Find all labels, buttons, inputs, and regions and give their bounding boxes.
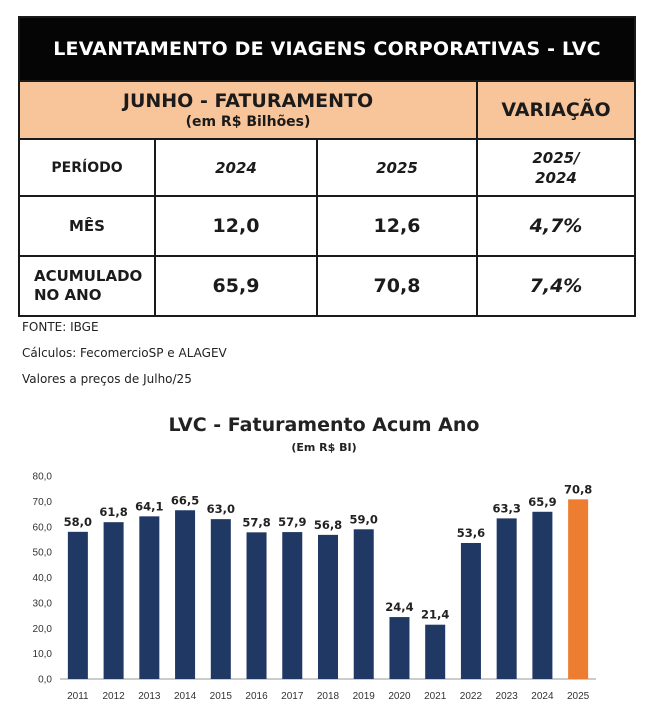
bar-2025 (568, 499, 589, 679)
bar-2024 (532, 511, 553, 679)
year-2025-label: 2025 (316, 140, 476, 195)
data-label-2011: 58,0 (64, 515, 92, 529)
x-tick-label-2015: 2015 (210, 691, 233, 702)
bar-2018 (317, 534, 339, 679)
data-label-2014: 66,5 (171, 493, 199, 507)
data-label-2020: 24,4 (385, 600, 413, 614)
y-tick-label: 10,0 (33, 649, 53, 660)
x-tick-label-2020: 2020 (388, 691, 411, 702)
x-tick-label-2024: 2024 (531, 691, 554, 702)
y-tick-label: 40,0 (33, 573, 53, 584)
x-tick-label-2019: 2019 (353, 691, 376, 702)
data-label-2013: 64,1 (135, 499, 163, 513)
x-tick-label-2012: 2012 (102, 691, 125, 702)
y-tick-label: 50,0 (33, 548, 53, 559)
x-tick-label-2017: 2017 (281, 691, 304, 702)
data-label-2016: 57,8 (242, 515, 270, 529)
notes: FONTE: IBGE Cálculos: FecomercioSP e ALA… (22, 314, 227, 392)
header-revenue-title: JUNHO - FATURAMENTO (122, 90, 374, 112)
y-tick-label: 80,0 (33, 472, 53, 483)
bar-2016 (246, 532, 267, 679)
data-label-2022: 53,6 (457, 526, 485, 540)
bar-2019 (353, 529, 374, 679)
x-tick-label-2018: 2018 (317, 691, 340, 702)
bar-2015 (210, 519, 231, 679)
note-source: FONTE: IBGE (22, 320, 99, 334)
accumulated-variation: 7,4% (476, 257, 634, 315)
y-tick-label: 20,0 (33, 624, 53, 635)
data-label-2017: 57,9 (278, 515, 306, 529)
data-label-2025: 70,8 (564, 482, 592, 496)
bar-2012 (103, 522, 124, 679)
chart-title: LVC - Faturamento Acum Ano (168, 414, 480, 436)
year-2024-label: 2024 (154, 140, 316, 195)
x-tick-label-2013: 2013 (138, 691, 161, 702)
data-label-2012: 61,8 (99, 505, 127, 519)
period-label: PERÍODO (51, 159, 123, 176)
bar-2014 (175, 510, 196, 679)
bar-2020 (389, 617, 410, 679)
data-label-2021: 21,4 (421, 608, 449, 622)
bar-2021 (425, 624, 446, 679)
y-tick-label: 70,0 (33, 497, 53, 508)
table-row-accumulated: ACUMULADO NO ANO 65,9 70,8 7,4% (20, 255, 634, 315)
y-tick-label: 60,0 (33, 522, 53, 533)
x-tick-label-2011: 2011 (67, 691, 89, 702)
x-tick-label-2025: 2025 (567, 691, 590, 702)
chart-subtitle: (Em R$ BI) (291, 441, 357, 454)
x-tick-label-2014: 2014 (174, 691, 197, 702)
note-prices: Valores a preços de Julho/25 (22, 372, 192, 386)
month-variation: 4,7% (476, 197, 634, 255)
bar-chart: 0,0 10,0 20,0 30,0 40,0 50,0 60,0 70,0 80,0 58,0 2… (33, 472, 596, 702)
data-label-2024: 65,9 (528, 495, 556, 509)
header-revenue-unit: (em R$ Bilhões) (185, 114, 311, 130)
note-calc: Cálculos: FecomercioSP e ALAGEV (22, 346, 227, 360)
accumulated-value-2024: 65,9 (154, 257, 316, 315)
y-tick-label: 30,0 (33, 598, 53, 609)
bar-2017 (282, 532, 303, 679)
bar-2023 (496, 518, 517, 679)
data-label-2018: 56,8 (314, 518, 342, 532)
header-variation: VARIAÇÃO (476, 82, 634, 138)
x-tick-label-2016: 2016 (245, 691, 268, 702)
variation-label-line1: 2025/ (532, 148, 580, 167)
table-title: LEVANTAMENTO DE VIAGENS CORPORATIVAS - L… (20, 18, 634, 80)
data-label-2023: 63,3 (492, 501, 520, 515)
row-label-accumulated: ACUMULADO NO ANO (20, 257, 154, 315)
table-header-row: JUNHO - FATURAMENTO (em R$ Bilhões) VARI… (20, 80, 634, 138)
month-value-2024: 12,0 (154, 197, 316, 255)
table-row-period: PERÍODO 2024 2025 2025/ 2024 (20, 138, 634, 195)
header-revenue-cell: JUNHO - FATURAMENTO (em R$ Bilhões) (20, 82, 476, 138)
variation-label-line2: 2024 (535, 168, 577, 187)
variation-period-label: 2025/ 2024 (476, 140, 634, 195)
data-label-2015: 63,0 (207, 502, 235, 516)
summary-table: LEVANTAMENTO DE VIAGENS CORPORATIVAS - L… (18, 16, 636, 317)
accumulated-value-2025: 70,8 (316, 257, 476, 315)
month-value-2025: 12,6 (316, 197, 476, 255)
data-label-2019: 59,0 (350, 512, 378, 526)
accumulated-label-line2: NO ANO (34, 286, 102, 304)
table-row-month: MÊS 12,0 12,6 4,7% (20, 195, 634, 255)
bar-2022 (460, 542, 481, 679)
y-tick-label: 0,0 (38, 675, 52, 686)
x-tick-label-2021: 2021 (424, 691, 447, 702)
bar-2013 (139, 516, 160, 679)
row-label-month: MÊS (69, 217, 105, 235)
x-tick-label-2023: 2023 (496, 691, 519, 702)
bar-2011 (67, 531, 88, 679)
x-tick-label-2022: 2022 (460, 691, 483, 702)
accumulated-label-line1: ACUMULADO (34, 267, 143, 285)
